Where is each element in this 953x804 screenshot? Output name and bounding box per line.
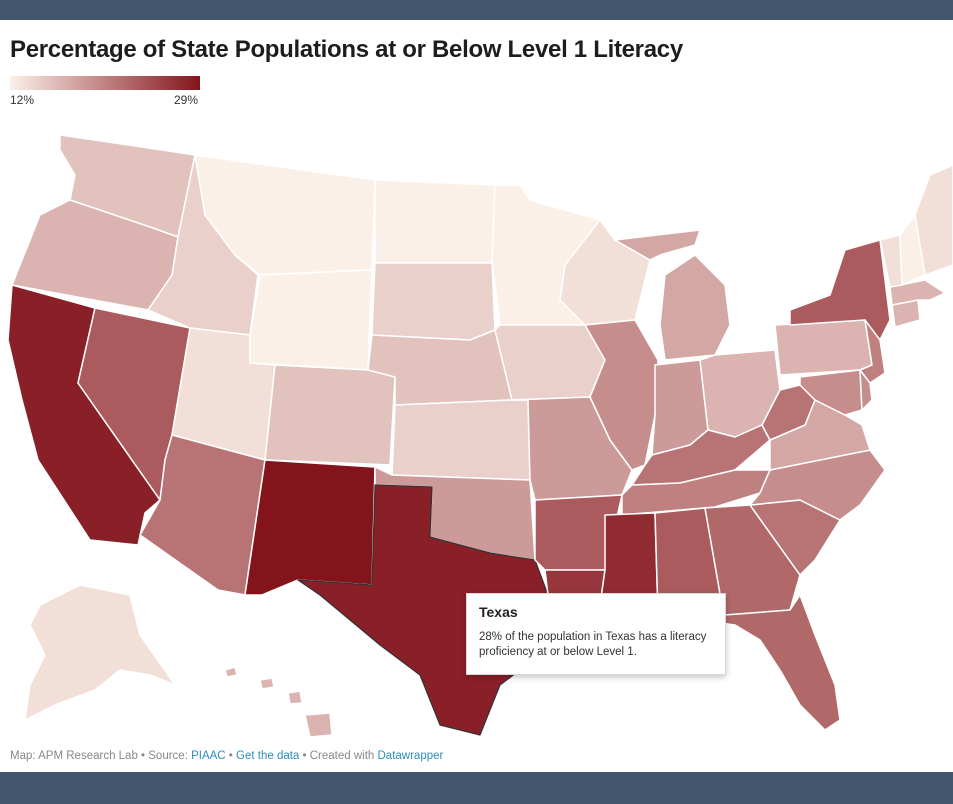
state-CO[interactable]	[264, 364, 396, 466]
footer-credits: Map: APM Research Lab • Source: PIAAC • …	[10, 750, 443, 762]
state-MI[interactable]	[614, 229, 731, 361]
tooltip-body: 28% of the population in Texas has a lit…	[479, 631, 707, 658]
state-HI[interactable]	[224, 666, 333, 738]
state-NM[interactable]	[244, 459, 376, 596]
footer-prefix: Map: APM Research Lab • Source:	[10, 750, 192, 762]
chart-card: Percentage of State Populations at or Be…	[0, 20, 953, 772]
datawrapper-link[interactable]: Datawrapper	[377, 750, 444, 762]
tooltip-title: Texas	[479, 604, 518, 620]
state-ND[interactable]	[374, 179, 496, 264]
state-NY[interactable]	[789, 239, 891, 344]
legend-max-label: 29%	[174, 93, 199, 107]
legend-min-label: 12%	[10, 93, 35, 107]
texas-tooltip: Texas 28% of the population in Texas has…	[466, 593, 726, 675]
state-SD[interactable]	[371, 262, 496, 341]
get-data-link[interactable]: Get the data	[236, 750, 300, 762]
footer-created-with: • Created with	[299, 750, 378, 762]
state-KS[interactable]	[391, 399, 531, 481]
legend-gradient	[10, 76, 200, 90]
footer-separator: •	[225, 750, 237, 762]
state-IL[interactable]	[584, 319, 659, 471]
state-MA[interactable]	[889, 279, 946, 306]
source-link[interactable]: PIAAC	[191, 750, 226, 762]
state-IA[interactable]	[494, 324, 606, 401]
state-PA[interactable]	[774, 319, 873, 376]
chart-title: Percentage of State Populations at or Be…	[10, 36, 683, 63]
state-WI[interactable]	[559, 219, 651, 326]
state-ME[interactable]	[914, 164, 953, 276]
state-WY[interactable]	[249, 269, 373, 371]
state-AK[interactable]	[24, 584, 176, 721]
state-DE[interactable]	[859, 369, 873, 411]
